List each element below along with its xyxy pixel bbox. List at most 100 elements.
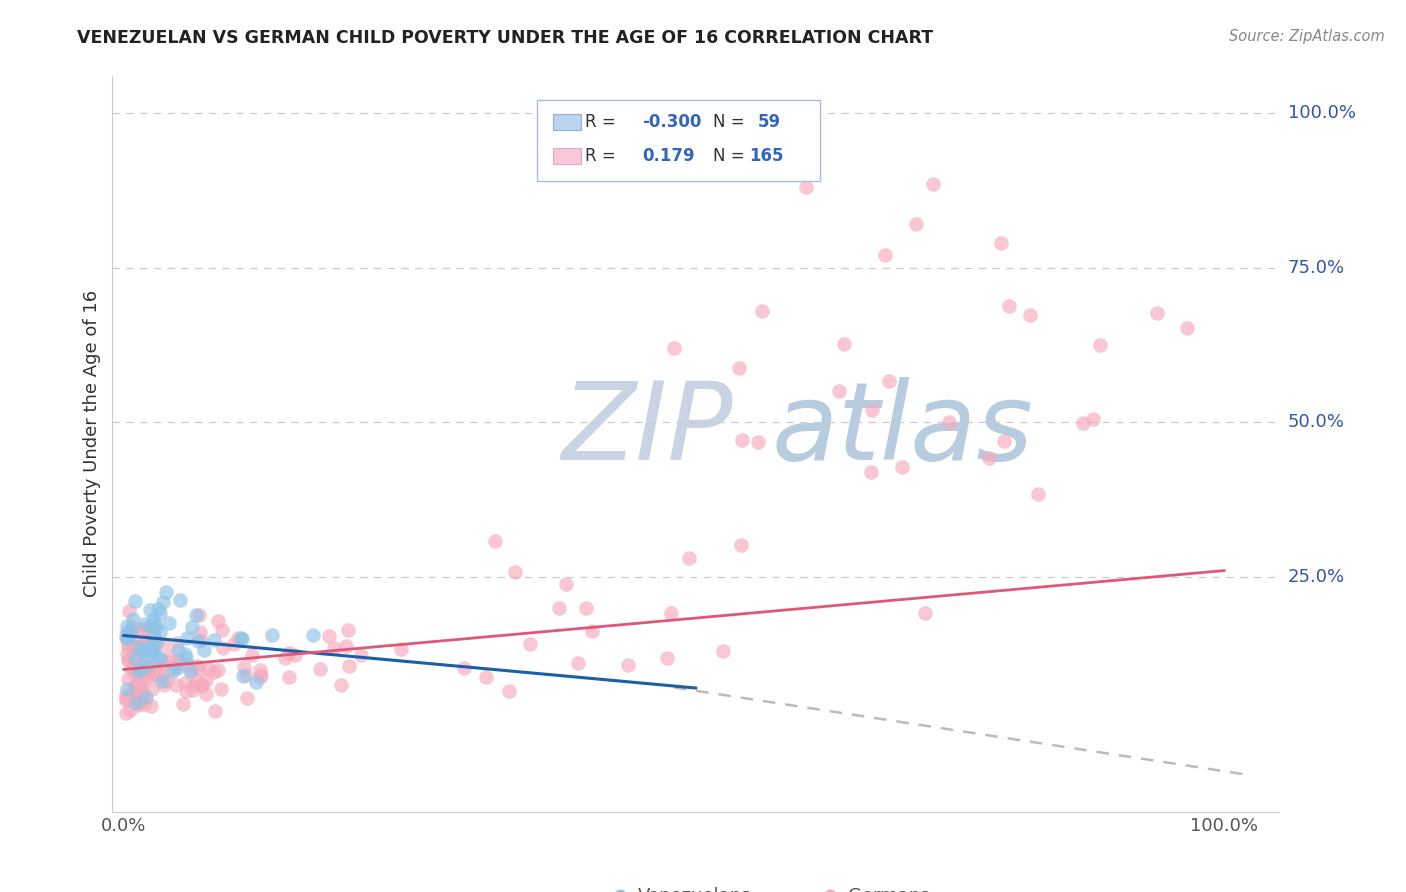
Text: -0.300: -0.300 — [643, 113, 702, 131]
Point — [152, 658, 174, 673]
Point — [120, 703, 142, 717]
Point — [146, 650, 169, 665]
Point — [129, 670, 152, 684]
Point — [118, 653, 141, 667]
Point — [236, 690, 259, 705]
Point — [174, 683, 197, 698]
Point — [191, 677, 214, 691]
Point — [122, 612, 145, 626]
Point — [794, 180, 817, 194]
Point — [138, 662, 160, 676]
Point — [124, 651, 146, 665]
Point — [209, 682, 232, 697]
Point — [129, 666, 152, 681]
Point — [186, 673, 208, 687]
Point — [138, 658, 160, 673]
Point — [860, 465, 883, 479]
Point — [191, 679, 214, 693]
Point — [998, 299, 1021, 313]
Point — [233, 660, 256, 674]
Point — [179, 658, 201, 673]
Point — [228, 631, 250, 645]
Point — [118, 626, 141, 640]
Text: N =: N = — [713, 113, 744, 131]
Point — [115, 682, 138, 697]
Point — [128, 686, 150, 700]
Point — [337, 659, 360, 673]
Point — [165, 659, 187, 673]
Point — [181, 683, 204, 698]
Point — [260, 628, 283, 642]
Point — [503, 565, 526, 579]
Point — [747, 434, 769, 449]
Text: 0.179: 0.179 — [643, 147, 695, 165]
Point — [136, 658, 159, 673]
Point — [146, 634, 169, 648]
Point — [157, 655, 180, 669]
Point — [132, 690, 155, 704]
Point — [115, 619, 138, 633]
Point — [547, 601, 569, 615]
Point — [274, 650, 297, 665]
Text: atlas: atlas — [772, 376, 1033, 482]
Point — [155, 585, 177, 599]
Point — [120, 638, 142, 652]
Point — [309, 662, 332, 676]
Point — [156, 674, 179, 689]
Point — [301, 627, 323, 641]
Point — [150, 656, 173, 670]
Point — [188, 624, 211, 639]
Point — [149, 651, 172, 665]
Point — [193, 643, 215, 657]
Point — [249, 668, 271, 682]
Point — [124, 653, 146, 667]
Point — [121, 619, 143, 633]
Point — [122, 639, 145, 653]
Point — [139, 642, 162, 657]
Text: Venezuelans: Venezuelans — [638, 888, 751, 892]
Point — [245, 674, 267, 689]
Point — [662, 341, 685, 355]
Point — [135, 634, 157, 648]
Point — [146, 668, 169, 682]
Point — [124, 594, 146, 608]
Point — [197, 662, 219, 676]
Point — [475, 670, 498, 684]
Point — [127, 698, 149, 712]
Point — [142, 612, 165, 626]
Point — [875, 247, 897, 261]
Point — [890, 460, 912, 475]
Point — [167, 643, 190, 657]
Point — [115, 692, 138, 706]
Point — [1146, 306, 1168, 320]
Point — [115, 632, 138, 646]
Point — [117, 628, 139, 642]
Text: Germans: Germans — [848, 888, 929, 892]
Text: 25.0%: 25.0% — [1288, 567, 1346, 586]
Point — [135, 690, 157, 704]
Point — [977, 450, 1000, 465]
Point — [181, 620, 204, 634]
Point — [176, 632, 198, 646]
Point — [150, 673, 173, 688]
Point — [323, 641, 346, 656]
Point — [157, 664, 180, 678]
Point — [129, 689, 152, 703]
Point — [128, 640, 150, 654]
Point — [860, 402, 883, 417]
Point — [284, 648, 307, 662]
Point — [142, 630, 165, 644]
Point — [134, 640, 156, 654]
Point — [176, 651, 198, 665]
Point — [204, 704, 226, 718]
Point — [122, 685, 145, 699]
Point — [131, 643, 153, 657]
Text: R =: R = — [585, 147, 616, 165]
Point — [131, 640, 153, 655]
Point — [146, 601, 169, 615]
Point — [922, 177, 945, 191]
Point — [166, 635, 188, 649]
Point — [519, 636, 541, 650]
Point — [655, 651, 678, 665]
Point — [142, 668, 165, 682]
